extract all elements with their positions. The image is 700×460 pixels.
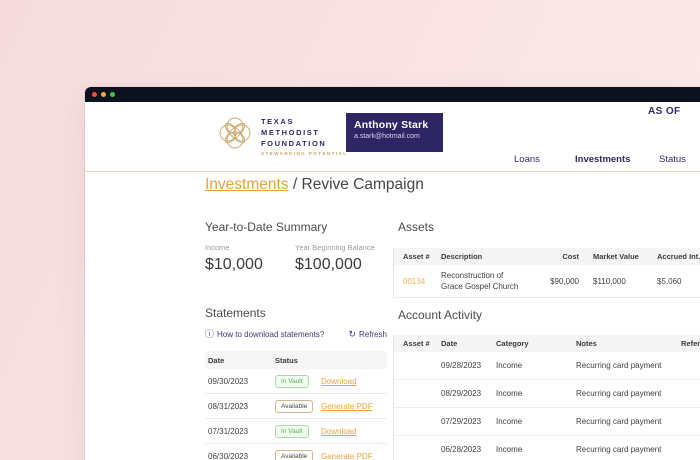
activity-date: 08/29/2023 (441, 389, 482, 398)
stat-year-beginning-balance: Year Beginning Balance $100,000 (295, 243, 375, 274)
browser-window: TEXAS METHODIST FOUNDATION STEWARDING PO… (85, 87, 700, 460)
activity-notes: Recurring card payment (576, 445, 662, 454)
statement-date: 09/30/2023 (208, 376, 249, 386)
activity-date: 06/28/2023 (441, 445, 482, 454)
nav-tab-investments[interactable]: Investments (575, 154, 631, 165)
status-badge: Available (275, 399, 314, 413)
asset-row: 00134 Reconstruction of Grace Gospel Chu… (394, 265, 700, 298)
activity-notes: Recurring card payment (576, 417, 662, 426)
asset-market-value: $110,000 (593, 276, 626, 286)
statements-table: Date Status 09/30/2023 In Vault Download… (205, 351, 387, 460)
activity-notes: Recurring card payment (576, 361, 662, 370)
stat-ybb-label: Year Beginning Balance (295, 243, 375, 252)
generate-pdf-link[interactable]: Generate PDF (321, 401, 373, 411)
breadcrumb-separator: / (292, 176, 298, 193)
status-badge: Available (275, 449, 314, 460)
download-link[interactable]: Download (321, 426, 357, 436)
col-date: Date (441, 339, 458, 348)
statements-title: Statements (205, 306, 266, 320)
window-zoom-button[interactable] (110, 92, 115, 97)
window-close-button[interactable] (92, 92, 97, 97)
refresh-icon: ↻ (348, 329, 356, 339)
refresh-label: Refresh (358, 330, 387, 339)
col-reference: Reference (681, 339, 700, 348)
col-cost: Cost (562, 252, 579, 261)
asset-accrued-interest: $5,060 (657, 276, 682, 286)
activity-row: 09/28/2023 Income Recurring card payment (394, 352, 700, 380)
col-notes: Notes (576, 339, 597, 348)
statement-row: 06/30/2023 Available Generate PDF (205, 444, 387, 460)
col-asset-number: Asset # (403, 252, 430, 261)
col-accrued-interest: Accrued Int. (657, 252, 700, 261)
logo-line2: METHODIST (261, 127, 320, 137)
stat-income-label: Income (205, 243, 230, 252)
account-activity-table: Asset # Date Category Notes Reference 09… (393, 335, 700, 460)
activity-date: 09/28/2023 (441, 361, 482, 370)
asset-description: Reconstruction of Grace Gospel Church (441, 271, 519, 291)
breadcrumb-investments-link[interactable]: Investments (205, 176, 289, 193)
logo-line1: TEXAS (261, 116, 295, 126)
nav-tab-status[interactable]: Status (659, 154, 686, 165)
window-titlebar (85, 87, 700, 102)
info-icon: ⓘ (205, 329, 215, 339)
activity-row: 07/29/2023 Income Recurring card payment (394, 408, 700, 436)
statement-date: 07/31/2023 (208, 426, 249, 436)
page-title: Revive Campaign (301, 176, 424, 193)
assets-table-header: Asset # Description Cost Market Value Ac… (394, 248, 700, 265)
status-badge: In Vault (275, 424, 309, 438)
activity-category: Income (496, 445, 523, 454)
statement-row: 09/30/2023 In Vault Download (205, 369, 387, 394)
activity-category: Income (496, 361, 523, 370)
user-email: a.stark@hotmail.com (354, 133, 420, 140)
assets-title: Assets (398, 220, 435, 234)
activity-row: 06/28/2023 Income Recurring card payment (394, 436, 700, 460)
statements-toolbar: ⓘ How to download statements? ↻ Refresh (205, 329, 387, 340)
statement-row: 07/31/2023 In Vault Download (205, 419, 387, 444)
col-description: Description (441, 252, 483, 261)
as-of-label: AS OF (648, 106, 681, 117)
activity-category: Income (496, 389, 523, 398)
statement-date: 08/31/2023 (208, 401, 249, 411)
asset-number-link[interactable]: 00134 (403, 276, 426, 286)
status-badge: In Vault (275, 374, 309, 388)
breadcrumb: Investments / Revive Campaign (205, 176, 424, 194)
nav-tab-loans[interactable]: Loans (514, 154, 540, 165)
statement-row: 08/31/2023 Available Generate PDF (205, 394, 387, 419)
window-minimize-button[interactable] (101, 92, 106, 97)
asset-cost: $90,000 (550, 276, 579, 286)
logo-line3: FOUNDATION (261, 138, 327, 148)
stat-income-value: $10,000 (205, 256, 263, 273)
col-asset-number: Asset # (403, 339, 430, 348)
col-date: Date (208, 355, 225, 365)
statements-table-header: Date Status (205, 351, 387, 369)
account-activity-title: Account Activity (398, 308, 483, 322)
user-name: Anthony Stark (354, 119, 429, 131)
stat-income: Income $10,000 (205, 243, 263, 274)
col-status: Status (275, 355, 298, 365)
how-to-download-label: How to download statements? (217, 330, 325, 339)
refresh-button[interactable]: ↻ Refresh (348, 329, 387, 340)
col-category: Category (496, 339, 529, 348)
main-nav: Loans Investments Status (85, 153, 700, 172)
activity-category: Income (496, 417, 523, 426)
activity-row: 08/29/2023 Income Recurring card payment (394, 380, 700, 408)
activity-table-header: Asset # Date Category Notes Reference (394, 335, 700, 352)
tmf-rosette-icon (215, 113, 255, 158)
generate-pdf-link[interactable]: Generate PDF (321, 451, 373, 460)
activity-notes: Recurring card payment (576, 389, 662, 398)
activity-date: 07/29/2023 (441, 417, 482, 426)
statement-date: 06/30/2023 (208, 451, 249, 460)
how-to-download-link[interactable]: ⓘ How to download statements? (205, 329, 325, 340)
col-market-value: Market Value (593, 252, 639, 261)
download-link[interactable]: Download (321, 376, 357, 386)
tmf-logo: TEXAS METHODIST FOUNDATION STEWARDING PO… (215, 113, 347, 158)
stat-ybb-value: $100,000 (295, 256, 362, 273)
user-account-chip[interactable]: Anthony Stark a.stark@hotmail.com (346, 113, 443, 152)
logo-tagline: STEWARDING POTENTIAL (261, 150, 348, 156)
assets-table: Asset # Description Cost Market Value Ac… (393, 248, 700, 298)
ytd-summary-title: Year-to-Date Summary (205, 220, 328, 234)
